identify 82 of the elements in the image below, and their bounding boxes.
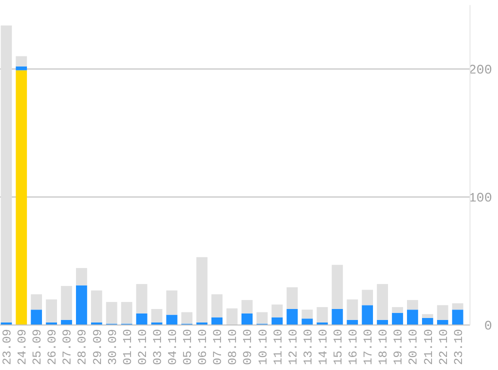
x-tick-label: 17.10 [362,329,376,366]
x-tick-label: 23.10 [452,329,466,366]
x-tick-label: 24.09 [16,329,30,366]
bar [302,318,313,325]
bar [46,299,58,322]
bar [376,284,388,320]
bar [151,309,162,322]
bar [30,294,42,310]
x-tick-label: 12.10 [286,329,300,366]
bar [211,294,223,318]
x-tick-label: 06.10 [196,329,210,366]
bar [60,286,72,320]
bar [166,290,178,315]
bar [406,300,418,310]
x-tick-label: 30.09 [106,329,120,366]
x-tick-label: 11.10 [271,329,286,366]
bar [332,264,343,309]
bar [0,25,12,322]
x-tick-label: 09.10 [241,329,256,366]
bar [286,309,298,325]
bar [196,257,208,322]
bar [392,307,404,313]
y-tick-label: 200 [468,62,492,78]
bar [121,302,132,324]
bar [241,313,253,325]
bar [437,305,448,320]
bar [302,310,313,319]
bar [30,310,42,325]
bar [286,287,298,309]
bar [272,304,283,318]
bar [346,299,358,320]
x-tick-label: 27.09 [60,329,75,366]
x-tick-label: 02.10 [136,329,150,366]
bar [316,307,328,322]
bar [136,284,148,314]
bar [16,66,27,70]
bar [241,300,253,314]
x-tick-label: 10.10 [256,329,270,366]
x-tick-label: 21.10 [422,329,436,366]
x-tick-label: 26.09 [46,329,60,366]
bar [91,290,102,322]
x-tick-label: 29.09 [90,329,105,366]
y-tick-label: 0 [484,318,492,334]
x-tick-label: 14.10 [316,329,330,366]
x-tick-label: 20.10 [406,329,421,366]
bar [166,314,178,325]
bar [136,313,148,325]
x-tick-label: 13.10 [301,329,316,366]
bar [332,309,343,325]
x-tick-label: 08.10 [226,329,240,366]
x-tick-label: 01.10 [120,329,135,366]
x-tick-label: 05.10 [181,329,196,366]
y-tick-label: 100 [468,190,492,206]
bar [76,285,88,325]
x-tick-label: 15.10 [332,329,346,366]
x-tick-label: 25.09 [30,329,45,366]
bar [16,70,27,325]
bar [362,305,373,325]
bar [422,314,434,318]
x-tick-label: 23.09 [0,329,15,366]
bar [272,317,283,325]
x-tick-label: 28.09 [76,329,90,366]
bar [452,310,464,325]
bar [16,56,27,66]
x-tick-label: 18.10 [376,329,391,366]
x-tick-label: 04.10 [166,329,180,366]
bar [256,312,268,324]
x-tick-label: 03.10 [150,329,165,366]
bar [106,302,118,324]
x-tick-label: 22.10 [436,329,451,366]
bar [211,317,223,325]
bar [181,312,192,324]
bar [226,308,238,325]
bar [76,268,88,286]
bar [452,303,464,310]
bar [422,318,434,325]
x-tick-label: 19.10 [392,329,406,366]
x-tick-label: 07.10 [211,329,226,366]
x-tick-label: 16.10 [346,329,361,366]
bar [406,310,418,325]
bar [362,290,373,306]
bar [392,312,404,325]
